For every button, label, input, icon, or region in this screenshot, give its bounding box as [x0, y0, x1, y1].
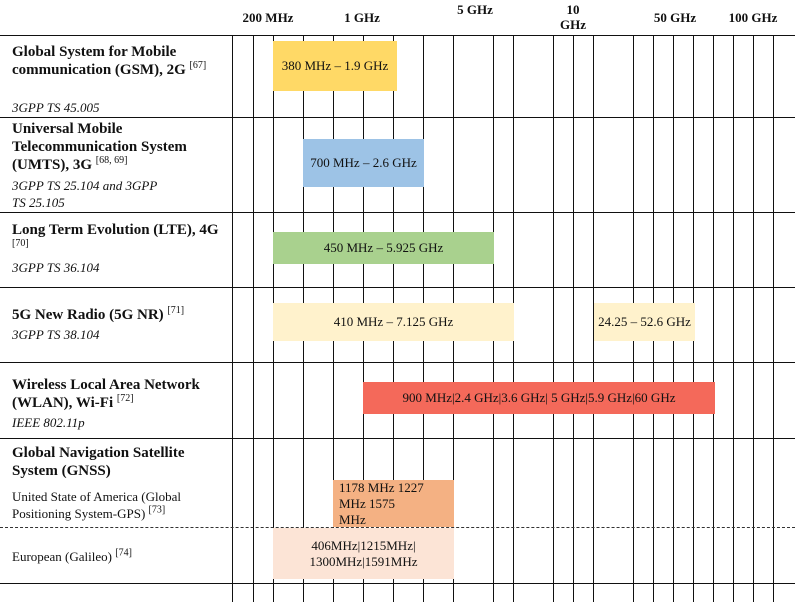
row-divider	[0, 212, 795, 213]
row-title-text: Global Navigation Satellite System (GNSS…	[12, 445, 185, 479]
grid-line	[733, 35, 734, 602]
row-divider	[0, 117, 795, 118]
row-title-gsm: Global System for Mobile communication (…	[12, 43, 222, 79]
standard-lte: 3GPP TS 36.104	[12, 260, 100, 275]
row-title-wlan: Wireless Local Area Network (WLAN), Wi-F…	[12, 376, 222, 412]
tick-100ghz: 100 GHz	[728, 10, 778, 25]
band-gsm: 380 MHz – 1.9 GHz	[273, 41, 397, 91]
row-divider	[0, 35, 795, 36]
gnss-system-name: United State of America (Global Position…	[12, 489, 181, 521]
row-title-text: 5G New Radio (5G NR)	[12, 307, 164, 323]
tick-50ghz: 50 GHz	[653, 10, 697, 25]
row-title-text: Global System for Mobile communication (…	[12, 44, 186, 78]
grid-line	[753, 35, 754, 602]
row-divider	[0, 362, 795, 363]
band-lte: 450 MHz – 5.925 GHz	[273, 232, 494, 264]
standard-gsm: 3GPP TS 45.005	[12, 100, 100, 115]
gnss-system-galileo: European (Galileo) [74]	[12, 548, 227, 565]
row-title-text: Wireless Local Area Network (WLAN), Wi-F…	[12, 377, 200, 411]
row-title-umts: Universal Mobile Telecommunication Syste…	[12, 120, 222, 174]
grid-line	[713, 35, 714, 602]
standard-umts: 3GPP TS 25.104 and 3GPP TS 25.105	[12, 178, 158, 210]
reference-mark: [68, 69]	[95, 155, 128, 166]
grid-line	[593, 35, 594, 602]
tick-10ghz: 10 GHz	[560, 2, 586, 32]
band-5gnr-fr2: 24.25 – 52.6 GHz	[594, 303, 695, 341]
grid-line	[232, 35, 233, 602]
grid-line	[773, 35, 774, 602]
reference-mark: [74]	[115, 547, 132, 559]
standard-wlan: IEEE 802.11p	[12, 415, 85, 430]
grid-line	[573, 35, 574, 602]
reference-mark: [70]	[12, 238, 29, 249]
standard-5gnr: 3GPP TS 38.104	[12, 327, 100, 342]
row-divider	[0, 438, 795, 439]
reference-mark: [73]	[148, 504, 166, 516]
reference-mark: [67]	[189, 60, 207, 71]
reference-mark: [72]	[116, 393, 134, 404]
band-5gnr-fr1: 410 MHz – 7.125 GHz	[273, 303, 514, 341]
row-dashed-divider	[0, 527, 795, 528]
row-title-gnss: Global Navigation Satellite System (GNSS…	[12, 444, 222, 480]
row-divider	[0, 583, 795, 584]
tick-5ghz: 5 GHz	[457, 2, 493, 17]
grid-line	[253, 35, 254, 602]
reference-mark: [71]	[167, 305, 185, 316]
row-divider	[0, 287, 795, 288]
tick-1ghz: 1 GHz	[344, 10, 380, 25]
row-title-lte: Long Term Evolution (LTE), 4G [70]	[12, 221, 222, 257]
row-title-5gnr: 5G New Radio (5G NR) [71]	[12, 306, 222, 324]
row-title-text: Universal Mobile Telecommunication Syste…	[12, 121, 187, 173]
gnss-system-name: European (Galileo)	[12, 549, 112, 564]
row-title-text: Long Term Evolution (LTE), 4G	[12, 222, 219, 238]
gnss-system-gps: United State of America (Global Position…	[12, 488, 227, 522]
tick-200mhz: 200 MHz	[242, 10, 294, 25]
band-wlan: 900 MHz|2.4 GHz|3.6 GHz| 5 GHz|5.9 GHz|6…	[363, 382, 715, 414]
band-gps: 1178 MHz 1227 MHz 1575 MHz	[333, 480, 454, 527]
band-galileo: 406MHz|1215MHz| 1300MHz|1591MHz	[273, 528, 454, 579]
band-umts: 700 MHz – 2.6 GHz	[303, 139, 424, 187]
grid-line	[553, 35, 554, 602]
